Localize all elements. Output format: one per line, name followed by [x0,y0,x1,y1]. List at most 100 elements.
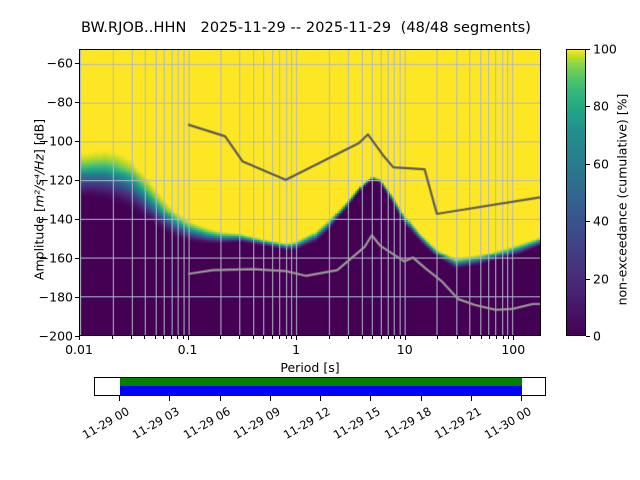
x-tick-major [404,336,406,340]
x-tick-major [187,336,189,340]
x-tick-minor [285,336,287,339]
x-tick-minor [399,336,401,339]
y-axis-title-post: ] [dB] [31,118,47,155]
y-axis-title-pre: Amplitude [ [31,207,47,281]
x-tick-major [79,336,80,340]
timeline-tick-label: 11-29 00 [79,404,132,442]
y-axis-title: Amplitude [m²/s⁴/Hz] [dB] [32,75,47,325]
x-tick-minor [220,336,222,339]
y-tick-major [75,257,79,259]
y-tick-major [75,218,79,220]
timeline-tick [370,396,372,401]
timeline-tick [169,396,171,401]
colorbar-tick-label: 40 [593,213,609,229]
x-tick-minor [263,336,265,339]
x-tick-minor [130,336,132,339]
x-tick-minor [361,336,363,339]
figure-title: BW.RJOB..HHN 2025-11-29 -- 2025-11-29 (4… [80,20,532,36]
colorbar-tick-label: 80 [593,98,609,114]
x-tick-minor [154,336,156,339]
x-tick-minor [239,336,241,339]
y-tick-major [75,336,79,337]
x-tick-minor [252,336,254,339]
colorbar-tick [586,336,590,337]
x-tick-minor [480,336,482,339]
x-tick-minor [394,336,396,339]
x-tick-major [513,336,515,340]
timeline-tick [119,396,120,401]
timeline-tick-label: 11-29 12 [280,404,333,442]
timeline-tick-label: 11-29 15 [331,404,383,442]
x-tick-minor [328,336,330,339]
x-tick-minor [279,336,281,339]
noise-model-curves [80,50,540,335]
y-tick-major [75,296,79,298]
colorbar-tick-label: 20 [593,271,609,287]
timeline-tick-label: 11-29 09 [230,404,283,442]
y-tick-label: −100 [38,133,73,149]
x-tick-label: 1 [292,342,301,357]
x-tick-label: 100 [501,342,526,357]
y-tick-label: −80 [46,94,73,110]
x-tick-minor [437,336,439,339]
colorbar-tick [586,163,590,165]
colorbar-tick-label: 0 [593,328,601,344]
colorbar-tick [586,221,590,223]
colorbar-tick-label: 100 [593,41,617,57]
colorbar-tick-label: 60 [593,156,609,172]
x-tick-minor [182,336,184,339]
timeline-tick [521,396,522,401]
y-tick-major [75,101,79,103]
y-tick-label: −140 [38,211,73,227]
y-tick-label: −180 [38,289,73,305]
x-tick-minor [508,336,510,339]
x-tick-minor [387,336,389,339]
x-tick-minor [380,336,382,339]
colorbar-tick [586,106,590,108]
timeline-used-band [120,378,522,386]
timeline-axes[interactable] [94,377,546,396]
y-tick-label: −160 [38,250,73,266]
timeline-tick-label: 11-29 06 [180,404,233,442]
ppsd-axes[interactable] [79,49,541,336]
colorbar-title: non-exceedance (cumulative) [%] [614,93,630,306]
timeline-data-band [120,386,522,396]
x-tick-minor [347,336,349,339]
colorbar [566,49,586,336]
x-tick-label: 0.1 [177,342,198,357]
x-tick-minor [163,336,165,339]
x-tick-label: 0.01 [65,342,93,357]
y-tick-major [75,140,79,142]
timeline-tick [320,396,321,401]
x-tick-minor [372,336,374,339]
y-tick-label: −60 [46,55,73,71]
colorbar-tick [586,278,590,280]
timeline-tick-label: 11-29 18 [381,404,434,442]
y-tick-label: −120 [38,172,73,188]
x-tick-minor [177,336,179,339]
timeline-tick [269,396,271,401]
x-tick-minor [489,336,491,339]
timeline-tick-label: 11-29 21 [431,404,484,442]
y-axis-title-units: m²/s⁴/Hz [31,154,47,208]
x-tick-label: 10 [396,342,413,357]
x-tick-minor [496,336,498,339]
x-tick-minor [470,336,472,339]
x-tick-minor [111,336,113,339]
timeline-tick [420,396,422,401]
timeline-tick-label: 11-29 03 [130,404,182,442]
x-tick-minor [170,336,172,339]
timeline-tick [219,396,221,401]
x-tick-minor [502,336,504,339]
y-tick-major [75,179,79,181]
x-tick-minor [291,336,293,339]
x-axis-title: Period [s] [280,360,340,375]
x-tick-minor [144,336,146,339]
colorbar-tick [586,49,590,50]
timeline-tick-label: 11-30 00 [481,404,534,442]
x-tick-minor [456,336,458,339]
x-tick-major [296,336,298,340]
x-tick-minor [272,336,274,339]
y-tick-major [75,62,79,64]
